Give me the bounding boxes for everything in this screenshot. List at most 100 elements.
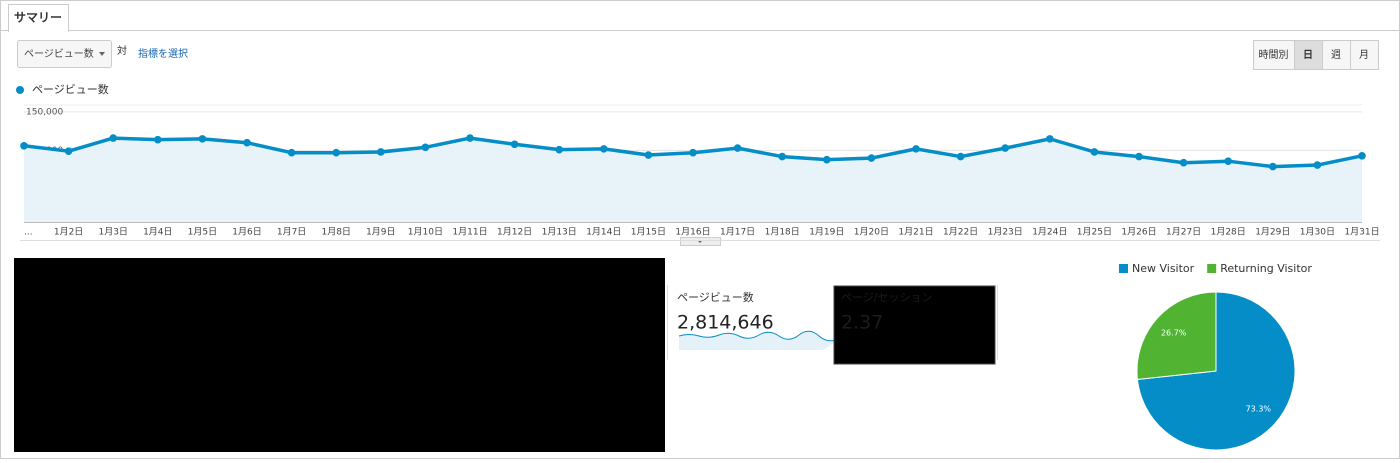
- period-label: 日: [1303, 49, 1313, 61]
- tab-cover: [9, 28, 68, 32]
- point: [1046, 135, 1054, 143]
- x-tick-label: 1月16日: [675, 227, 710, 238]
- point: [555, 145, 563, 154]
- legend-dot: [16, 86, 24, 94]
- tab-label: サマリー: [14, 11, 62, 25]
- x-tick-label: 1月11日: [452, 227, 487, 238]
- x-tick-label: 1月10日: [408, 227, 443, 238]
- x-tick-label: 1月4日: [143, 227, 172, 238]
- period-label: 時間別: [1259, 49, 1289, 61]
- point: [956, 152, 965, 161]
- dropdown-arrow: [99, 52, 105, 56]
- x-tick-label: 1月31日: [1344, 227, 1379, 238]
- point: [600, 145, 608, 153]
- metric-label: ページビュー数: [24, 47, 94, 60]
- scorecard-value: 2,814,646: [677, 312, 774, 334]
- point: [1269, 162, 1277, 171]
- line-chart: 50,000100,000150,000...1月2日1月3日1月4日1月5日1…: [20, 104, 1380, 238]
- legend-swatch: [1119, 264, 1128, 273]
- legend-label: Returning Visitor: [1220, 262, 1312, 275]
- x-tick-label: 1月28日: [1211, 227, 1246, 238]
- point: [1135, 152, 1143, 161]
- point: [778, 152, 786, 161]
- point: [421, 143, 430, 152]
- point: [1224, 157, 1232, 165]
- sparkline-area: [679, 331, 843, 350]
- scorecard-value: 2.37: [841, 312, 883, 334]
- point: [1358, 152, 1366, 160]
- scorecard-label: ページ/セッション: [841, 291, 933, 304]
- point: [287, 148, 296, 157]
- point: [867, 154, 876, 162]
- sparkline: [678, 330, 844, 342]
- x-tick-label: 1月6日: [232, 227, 261, 238]
- x-tick-label: 1月23日: [988, 227, 1023, 238]
- pie-chart: New Visitor Returning Visitor 73.3% 26.7%: [1119, 262, 1312, 451]
- legend-label: New Visitor: [1132, 262, 1195, 275]
- x-tick-label: 1月26日: [1121, 227, 1156, 238]
- period-buttons: 時間別 日 週 月: [1253, 40, 1379, 70]
- redacted-card: [833, 285, 996, 365]
- point: [377, 148, 385, 156]
- point: [644, 151, 653, 159]
- scorecard-label: ページビュー数: [677, 291, 754, 304]
- point: [466, 134, 474, 142]
- point: [154, 135, 162, 144]
- period-label: 週: [1331, 49, 1341, 61]
- legend-swatch: [1207, 264, 1217, 273]
- period-button[interactable]: [1322, 40, 1351, 70]
- x-tick-label: 1月17日: [720, 227, 755, 238]
- x-tick-label: 1月2日: [54, 227, 83, 238]
- point: [823, 155, 831, 164]
- legend-label: ページビュー数: [32, 83, 109, 96]
- x-tick-label: 1月9日: [366, 227, 395, 238]
- point: [1313, 161, 1322, 169]
- x-tick-label: 1月14日: [586, 227, 621, 238]
- point: [1179, 158, 1188, 167]
- x-tick-label: 1月20日: [854, 227, 889, 238]
- pie-label: 26.7%: [1161, 328, 1187, 337]
- point: [243, 138, 251, 147]
- x-tick-label: 1月18日: [765, 227, 800, 238]
- x-tick-label: 1月3日: [98, 227, 127, 238]
- x-tick-label: 1月5日: [188, 227, 217, 238]
- y-tick-label: 150,000: [26, 107, 63, 117]
- point: [1090, 148, 1099, 156]
- x-tick-label: 1月7日: [277, 227, 306, 238]
- point: [689, 148, 697, 157]
- metric-dropdown[interactable]: [17, 40, 112, 68]
- area: [24, 138, 1362, 222]
- select-metric-link[interactable]: 指標を選択: [138, 47, 188, 60]
- x-tick-label: 1月30日: [1300, 227, 1335, 238]
- point: [198, 135, 207, 143]
- x-tick-label: 1月25日: [1077, 227, 1112, 238]
- point: [510, 140, 519, 149]
- x-tick-label: 1月13日: [542, 227, 577, 238]
- point: [733, 144, 742, 152]
- x-tick-label: 1月19日: [809, 227, 844, 238]
- point: [332, 148, 341, 157]
- tab[interactable]: [8, 4, 69, 32]
- versus: 対: [117, 44, 127, 57]
- point: [64, 147, 73, 155]
- x-tick-label: 1月24日: [1032, 227, 1067, 238]
- x-tick-label: 1月8日: [321, 227, 350, 238]
- pie-label: 73.3%: [1246, 405, 1272, 414]
- x-tick-label: 1月29日: [1255, 227, 1290, 238]
- point: [20, 141, 28, 150]
- x-tick-label: 1月27日: [1166, 227, 1201, 238]
- redacted-area: [14, 258, 665, 452]
- pie-slice: [1136, 291, 1217, 380]
- period-button[interactable]: [1350, 40, 1379, 70]
- x-tick-label: 1月15日: [631, 227, 666, 238]
- point: [912, 145, 920, 153]
- period-label: 月: [1359, 49, 1369, 61]
- x-tick-label: 1月22日: [943, 227, 978, 238]
- x-tick-label: ...: [24, 228, 33, 238]
- period-button[interactable]: [1253, 40, 1295, 70]
- x-tick-label: 1月21日: [898, 227, 933, 238]
- point: [109, 134, 117, 142]
- x-tick-label: 1月12日: [497, 227, 532, 238]
